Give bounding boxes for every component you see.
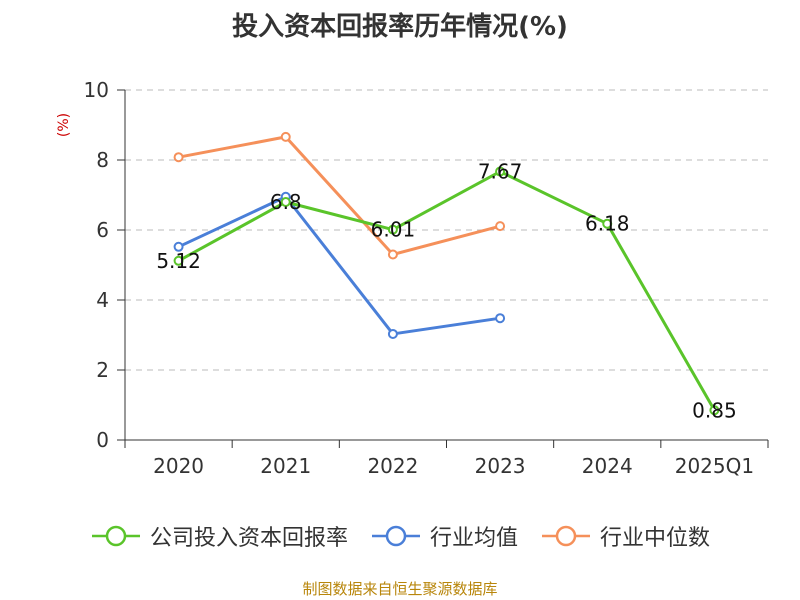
point-company bbox=[173, 255, 184, 266]
point-industry-mean bbox=[495, 313, 506, 324]
point-company bbox=[280, 197, 291, 207]
data-label-company: 0.85 bbox=[692, 398, 737, 422]
point-industry-median bbox=[280, 131, 291, 142]
y-axis-label: (%) bbox=[56, 113, 72, 137]
x-tick-label: 2023 bbox=[475, 454, 526, 478]
y-tick-label: 4 bbox=[96, 288, 109, 312]
y-tick-label: 0 bbox=[96, 428, 109, 452]
legend-swatch-company bbox=[91, 525, 140, 547]
data-label-company: 6.01 bbox=[371, 218, 416, 242]
x-tick-label: 2024 bbox=[582, 454, 633, 478]
legend-item-company[interactable]: 公司投入资本回报率 bbox=[90, 520, 348, 552]
y-tick-label: 10 bbox=[84, 78, 109, 102]
grid-lines bbox=[125, 89, 768, 371]
chart-title: 投入资本回报率历年情况(%) bbox=[232, 12, 568, 42]
y-tick-label: 6 bbox=[96, 218, 109, 242]
point-industry-median bbox=[173, 152, 184, 163]
legend-label-industry-mean: 行业均值 bbox=[429, 526, 518, 551]
point-industry-median bbox=[387, 249, 398, 260]
legend-swatch-industry-median bbox=[542, 525, 590, 547]
series-layer bbox=[173, 131, 720, 416]
point-industry-mean bbox=[173, 241, 184, 252]
data-label-company: 6.18 bbox=[585, 212, 630, 236]
point-company bbox=[602, 218, 613, 229]
series-line-industry-median bbox=[178, 135, 501, 256]
y-tick-label: 8 bbox=[96, 148, 109, 172]
x-tick-label: 2022 bbox=[367, 454, 418, 478]
point-company bbox=[709, 405, 720, 416]
point-industry-mean bbox=[387, 328, 398, 339]
legend-label-industry-median: 行业中位数 bbox=[600, 526, 711, 551]
point-industry-median bbox=[495, 221, 506, 232]
legend-swatch-industry-mean bbox=[371, 525, 420, 547]
point-company bbox=[495, 166, 506, 177]
y-tick-label: 2 bbox=[96, 358, 109, 382]
axes: 0 2 4 6 8 10 2020 2021 2022 2023 2024 2025Q1 bbox=[84, 78, 769, 478]
x-tick-label: 2025Q1 bbox=[675, 454, 754, 478]
data-label-company: 6.8 bbox=[270, 190, 302, 214]
legend-label-company: 公司投入资本回报率 bbox=[149, 526, 348, 551]
data-labels: 5.12 6.8 6.01 7.67 6.18 0.85 bbox=[156, 160, 736, 423]
series-line-company bbox=[177, 170, 716, 411]
x-tick-label: 2020 bbox=[153, 454, 204, 478]
point-company bbox=[387, 224, 398, 235]
legend: 公司投入资本回报率 行业均值 行业中位数 bbox=[0, 520, 800, 552]
data-label-company: 5.12 bbox=[156, 249, 201, 273]
legend-item-industry-median[interactable]: 行业中位数 bbox=[540, 520, 710, 552]
data-label-company: 7.67 bbox=[478, 160, 523, 184]
series-line-industry-mean bbox=[177, 195, 501, 336]
source-footer: 制图数据来自恒生聚源数据库 bbox=[302, 580, 498, 598]
x-tick-label: 2021 bbox=[260, 454, 311, 478]
legend-item-industry-mean[interactable]: 行业均值 bbox=[370, 520, 518, 552]
